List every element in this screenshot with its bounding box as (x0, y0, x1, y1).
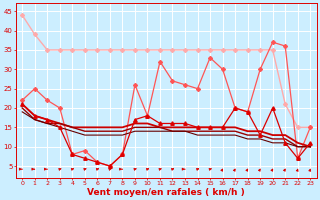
X-axis label: Vent moyen/en rafales ( km/h ): Vent moyen/en rafales ( km/h ) (87, 188, 245, 197)
